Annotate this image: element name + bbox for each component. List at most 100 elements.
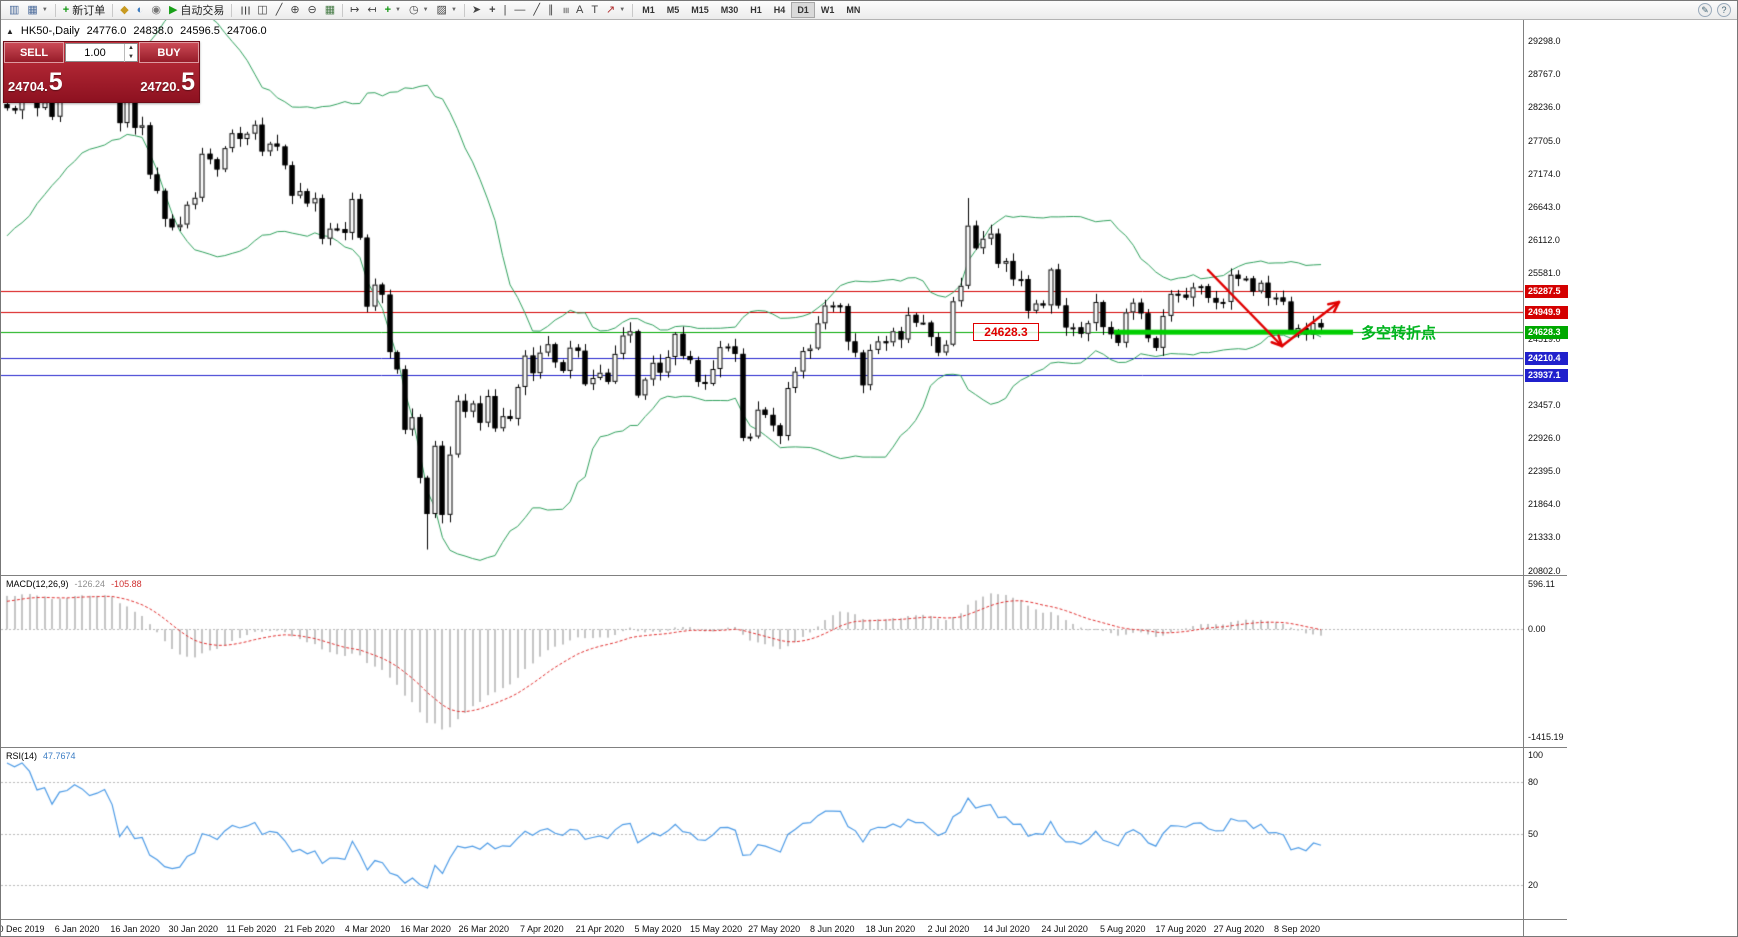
new-order-button[interactable]: + 新订单 [59,2,109,19]
volume-spinner[interactable]: ▲ ▼ [124,43,137,62]
toolbar-separator [54,3,56,17]
timeframe-m1-button[interactable]: M1 [642,5,655,15]
crosshair-icon[interactable]: + [485,2,499,19]
price-scale-label: 28767.0 [1528,69,1561,80]
navigator-icon: ◉ [151,3,161,16]
price-level-tag: 24210.4 [1525,352,1568,366]
macd-canvas[interactable] [1,576,1523,747]
price-level-annotation[interactable]: 24628.3 [973,323,1039,342]
timeframe-m5-button[interactable]: M5 [666,5,680,15]
trade-panel-collapse-icon[interactable]: ▲ [6,26,14,36]
periods-icon[interactable]: ◷ ▼ [405,2,433,19]
macd-axis[interactable]: 596.11 0.00 -1415.19 [1523,576,1567,747]
equidistant-channel-icon[interactable]: ∥ [544,2,558,19]
macd-label: MACD(12,26,9) -126.24 -105.88 [6,579,142,589]
market-watch-icon[interactable]: ◐ [133,2,148,19]
metaeditor-icon: ◆ [120,3,129,16]
text-icon[interactable]: A [572,2,587,19]
price-chart-canvas[interactable] [1,20,1523,575]
timeframe-h1-button[interactable]: H1 [750,5,762,15]
timeframe-mn-button[interactable]: MN [846,5,861,15]
timeframe-m15-button[interactable]: M15 [691,5,709,15]
tile-windows-icon[interactable]: ▦ [321,2,339,19]
help-icon[interactable]: ? [1717,3,1731,17]
date-label: 24 Jul 2020 [1041,924,1088,934]
templates-icon[interactable]: ▨ ▼ [433,2,461,19]
fibonacci-icon[interactable]: ≡ [558,2,572,19]
trendline-icon[interactable]: ╱ [529,2,544,19]
chart-symbol-period: HK50-,Daily [20,25,80,37]
date-label: 27 May 2020 [748,924,801,934]
rsi-panel: RSI(14) 47.7674 100 80 50 20 [1,747,1567,919]
crosshair-icon: + [489,3,496,16]
timeframe-w1-button[interactable]: W1 [820,5,835,15]
chevron-down-icon: ▼ [395,7,401,13]
cursor-icon[interactable]: ➤ [468,2,485,19]
macd-scale-label: 596.11 [1528,579,1555,590]
horizontal-line-icon[interactable]: ― [510,2,529,19]
timeframe-h4-button[interactable]: H4 [773,5,786,15]
rsi-axis[interactable]: 100 80 50 20 [1523,748,1567,919]
auto-scroll-icon: ↦ [350,3,360,16]
date-label: 21 Apr 2020 [575,924,625,934]
sell-button[interactable]: SELL [4,42,64,63]
rsi-value: 47.7674 [43,751,76,761]
profiles-icon[interactable]: ▦ ▼ [23,2,51,19]
buy-price[interactable]: 24720. 5 [140,68,195,96]
price-scale-label: 23457.0 [1528,400,1561,411]
price-scale-label: 22395.0 [1528,466,1561,477]
chevron-down-icon: ▼ [619,7,626,13]
macd-panel: MACD(12,26,9) -126.24 -105.88 596.11 0.00… [1,575,1567,747]
new-chart-icon: ▥ [9,3,20,16]
macd-name: MACD(12,26,9) [6,579,69,589]
price-level-tag: 25287.5 [1525,285,1568,299]
time-axis[interactable]: 30 Dec 2019 6 Jan 2020 16 Jan 2020 30 Jan 2… [1,919,1567,936]
date-label: 27 Aug 2020 [1213,924,1265,934]
spinner-down-icon[interactable]: ▼ [128,53,134,60]
date-label: 17 Aug 2020 [1155,924,1207,934]
candlestick-chart-icon[interactable]: ◫ [253,2,271,19]
price-scale-label: 22926.0 [1528,433,1561,444]
volume-value[interactable]: 1.00 [84,46,106,59]
chart-shift-icon: ↤ [367,3,377,16]
bar-chart-icon[interactable]: ☰ [235,2,253,19]
spinner-up-icon[interactable]: ▲ [128,44,134,51]
indicators-icon[interactable]: + ▼ [381,2,405,19]
rsi-canvas[interactable] [1,748,1523,919]
chart-shift-icon[interactable]: ↤ [363,2,380,19]
zoom-in-icon[interactable]: ⊕ [286,2,303,19]
sell-price[interactable]: 24704. 5 [8,68,63,96]
timeframe-d1-button[interactable]: D1 [791,2,815,18]
toolbar-right-icons: ✎? [1698,3,1735,17]
text-label-icon[interactable]: T [587,2,602,19]
buy-button[interactable]: BUY [139,42,199,63]
arrows-icon[interactable]: ↗ ▼ [602,2,629,19]
navigator-icon[interactable]: ◉ [147,2,165,19]
price-axis[interactable]: 29298.0 28767.0 28236.0 27705.0 27174.0 26643… [1523,20,1568,576]
macd-signal-value: -105.88 [111,579,142,589]
edit-icon[interactable]: ✎ [1698,3,1712,17]
date-label: 8 Jun 2020 [809,924,855,934]
auto-scroll-icon[interactable]: ↦ [346,2,363,19]
date-label: 8 Sep 2020 [1273,924,1321,934]
fibonacci-icon: ≡ [559,6,572,14]
ohlc-low: 24596.5 [180,25,220,37]
line-chart-icon: ╱ [275,3,283,16]
date-label: 2 Jul 2020 [927,924,970,934]
horizontal-line-icon: ― [514,3,526,16]
new-chart-icon[interactable]: ▥ [5,2,23,19]
vertical-line-icon[interactable]: | [500,2,511,19]
timeframe-m30-button[interactable]: M30 [720,5,739,15]
autotrading-button[interactable]: ▶ 自动交易 [165,2,228,19]
metaeditor-icon[interactable]: ◆ [116,2,132,19]
date-label: 5 Aug 2020 [1099,924,1146,934]
zoom-out-icon[interactable]: ⊖ [304,2,321,19]
toolbar-separator [463,3,465,17]
arrows-icon: ↗ [606,3,616,16]
cursor-icon: ➤ [471,3,482,16]
line-chart-icon[interactable]: ╱ [272,2,287,19]
volume-input[interactable]: 1.00 ▲ ▼ [65,43,138,62]
autotrading-icon: ▶ [168,3,178,16]
price-scale-label: 26643.0 [1528,201,1561,212]
